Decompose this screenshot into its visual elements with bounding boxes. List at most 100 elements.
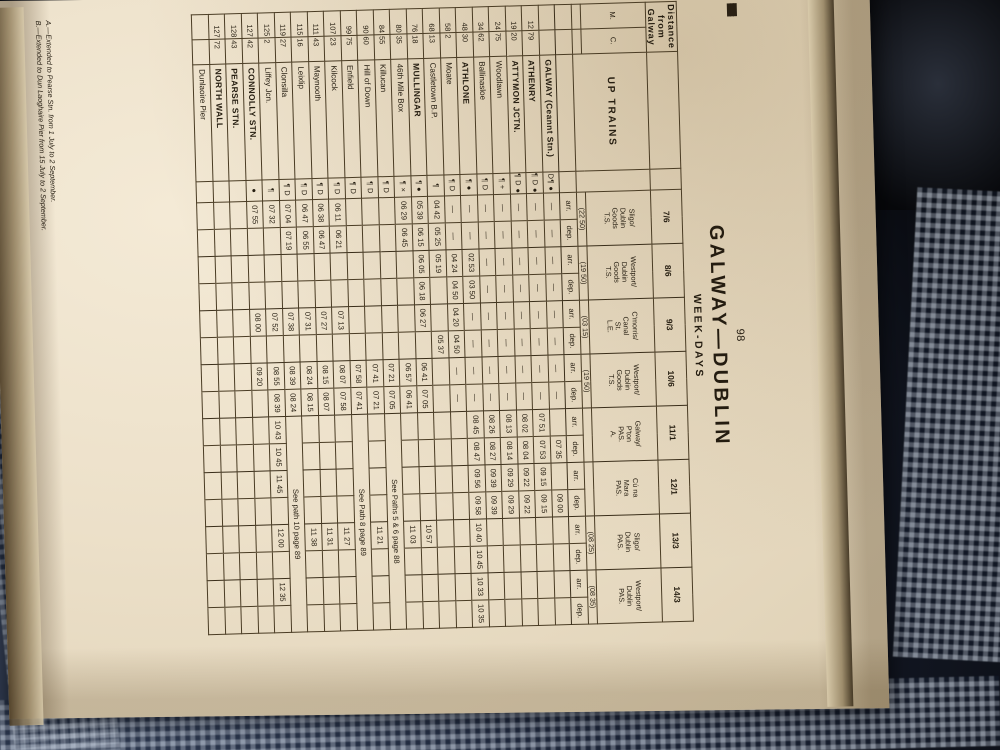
time-cell xyxy=(451,438,469,466)
chains: 72 xyxy=(209,38,227,65)
station-subname: (Ceannt Stn.) xyxy=(544,99,556,158)
time-cell xyxy=(521,571,539,599)
time-cell xyxy=(239,552,258,580)
time-cell xyxy=(199,283,217,311)
time-cell xyxy=(396,250,414,279)
time-cell xyxy=(337,495,355,524)
time-cell xyxy=(257,578,275,607)
station-name: Killucan xyxy=(374,59,395,177)
dep-header: dep. xyxy=(565,381,583,409)
time-cell xyxy=(381,305,399,333)
time-cell xyxy=(488,572,506,600)
dep-header: dep. xyxy=(569,543,587,571)
station-name: ATTYMON JCTN. xyxy=(506,55,527,174)
time-cell: — xyxy=(529,301,548,329)
time-cell xyxy=(430,276,448,305)
time-cell xyxy=(234,363,252,391)
chains: 2 xyxy=(258,37,276,64)
time-cell xyxy=(363,251,381,280)
timetable-sheet: ▬ ▬ ▬ 98 GALWAY—DUBLIN WEEK-DAYS Distance … xyxy=(34,0,761,704)
station-name: Enfield xyxy=(341,60,362,178)
time-cell: 07 19 xyxy=(280,227,298,255)
time-cell xyxy=(419,466,437,494)
time-cell: — xyxy=(545,273,563,302)
time-cell xyxy=(405,574,423,603)
time-cell xyxy=(222,525,240,554)
train-number: 9/3 xyxy=(653,297,686,353)
distance-header: Distance from Galway xyxy=(645,1,678,53)
station-name: Maynooth xyxy=(308,61,329,179)
time-cell xyxy=(257,605,276,634)
time-cell: — xyxy=(527,220,545,248)
time-cell: — xyxy=(494,221,512,249)
time-cell xyxy=(336,468,354,497)
train-origin: Westport/ xyxy=(628,256,639,288)
time-cell: 08 02 xyxy=(516,409,534,437)
station-name: Woodlawn xyxy=(490,56,510,174)
miles: 84 xyxy=(373,9,391,35)
time-cell xyxy=(362,224,381,253)
train-description: Galway/ P'ton PAS. A. xyxy=(591,406,658,462)
station-symbols: ¶ D xyxy=(377,176,395,198)
time-cell xyxy=(368,413,386,442)
train-start-time: (08 25) xyxy=(585,515,596,571)
dep-header: dep. xyxy=(560,219,578,247)
station-symbols xyxy=(196,181,214,203)
train-class: T.S. xyxy=(602,212,612,225)
time-cell: 02 53 xyxy=(462,248,480,277)
chains xyxy=(538,29,557,56)
time-cell xyxy=(215,255,233,284)
time-cell: 08 26 xyxy=(483,410,501,438)
time-cell: 07 58 xyxy=(334,387,352,416)
time-cell xyxy=(549,408,567,437)
time-cell: — xyxy=(544,246,563,275)
time-cell xyxy=(553,570,572,599)
time-cell: 07 27 xyxy=(315,307,333,335)
time-cell: 06 57 xyxy=(399,358,417,387)
time-cell xyxy=(503,544,522,573)
time-cell xyxy=(264,254,282,282)
time-cell xyxy=(206,553,225,581)
time-cell xyxy=(271,497,289,525)
time-cell: 06 18 xyxy=(413,277,432,305)
time-cell xyxy=(283,335,301,363)
train-start-time: (03 15) xyxy=(579,299,590,355)
chains: 62 xyxy=(472,31,491,58)
dep-header: dep. xyxy=(563,327,581,355)
time-cell xyxy=(521,598,540,626)
time-cell: 07 05 xyxy=(416,385,435,413)
time-cell xyxy=(207,580,225,608)
chains: 60 xyxy=(357,34,375,61)
time-cell xyxy=(331,279,349,308)
time-cell: 03 50 xyxy=(463,275,481,304)
time-cell xyxy=(214,228,232,257)
station-symbols: ¶ D ● xyxy=(526,172,544,194)
time-cell xyxy=(200,310,218,338)
time-cell: — xyxy=(481,356,500,384)
time-cell: 08 15 xyxy=(317,361,335,389)
time-cell: — xyxy=(514,328,532,357)
time-cell xyxy=(197,202,215,230)
time-cell xyxy=(256,551,274,580)
time-cell xyxy=(371,548,390,577)
station-symbols: ¶ D xyxy=(344,177,363,199)
train-description: C'morris/ Canal St. L.E. xyxy=(588,298,655,354)
time-cell: 10 57 xyxy=(420,520,438,548)
train-kind: PAS. xyxy=(615,534,625,551)
time-cell xyxy=(306,577,324,605)
miles: 34 xyxy=(472,6,490,33)
chains: 23 xyxy=(324,35,342,62)
chains: 79 xyxy=(522,30,540,56)
time-cell: 04 50 xyxy=(446,276,464,304)
time-cell: — xyxy=(481,329,499,357)
time-cell xyxy=(422,574,440,602)
chains: 2 xyxy=(439,32,458,58)
time-cell: — xyxy=(514,355,533,384)
mc-blank-m xyxy=(554,4,572,30)
station-name: ATHLONE xyxy=(457,57,477,175)
time-cell xyxy=(198,256,216,284)
time-cell xyxy=(369,467,387,496)
station-symbols: ¶ ● xyxy=(460,174,478,196)
train-class: T.S. xyxy=(603,266,613,279)
time-cell xyxy=(241,606,259,634)
